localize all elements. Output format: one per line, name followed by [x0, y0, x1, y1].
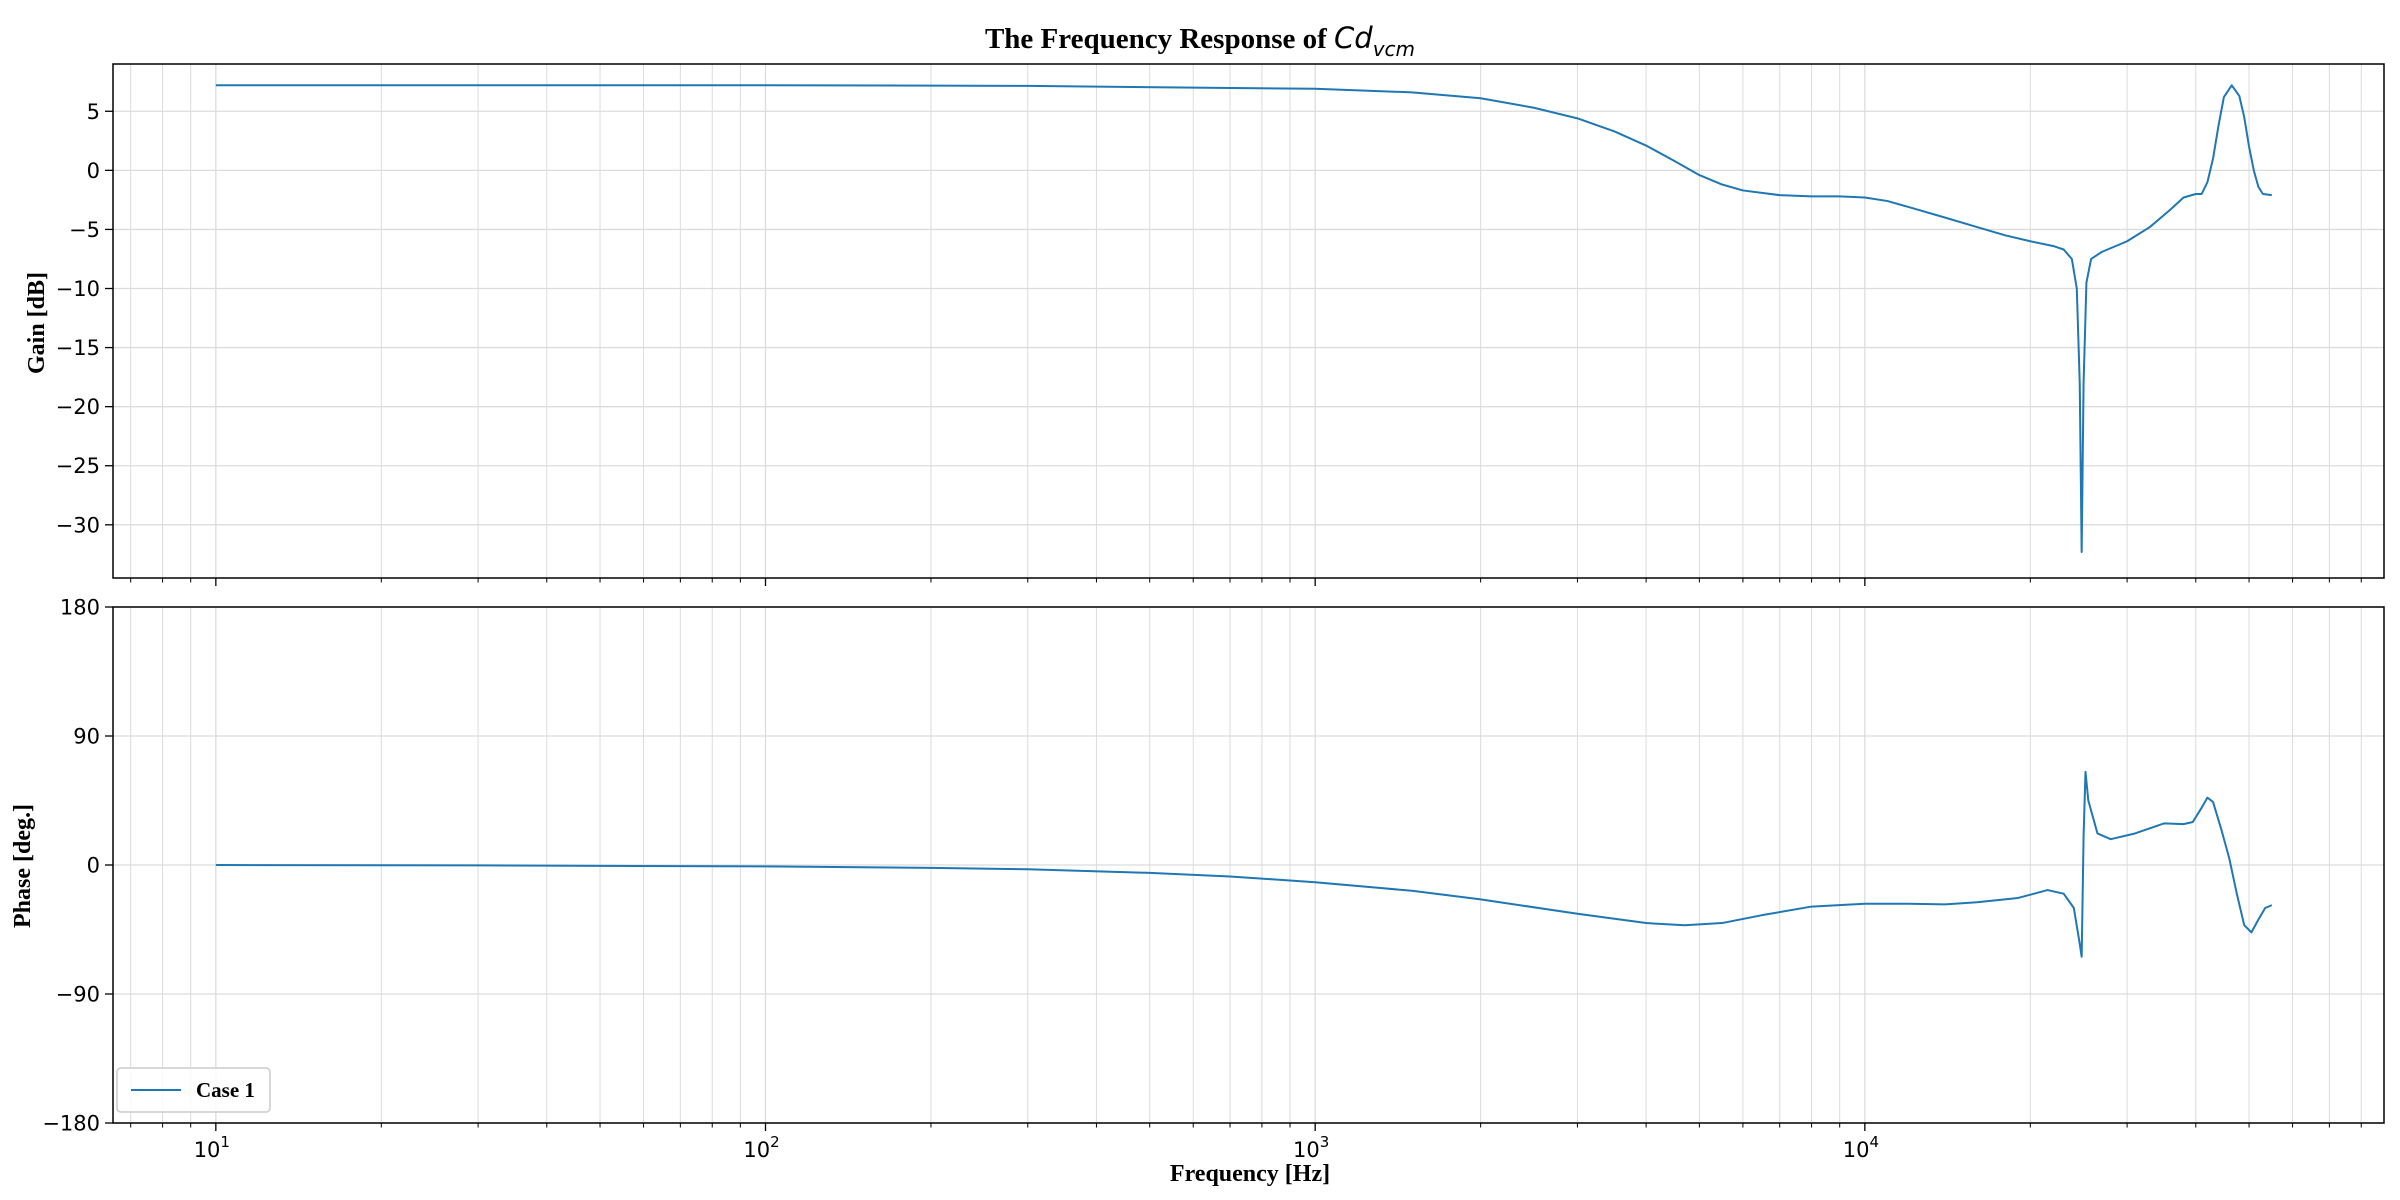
x-tick-mantissa: 10: [743, 1138, 770, 1162]
gain-plot: 5 0 −5 −10 −15 −20 −25 −30: [56, 63, 2385, 586]
title-prefix: The Frequency Response of: [985, 23, 1334, 55]
series-line-case-1: [215, 770, 2273, 958]
figure-title: The Frequency Response of Cdvcm: [985, 21, 1415, 61]
x-tick-mantissa: 10: [1293, 1138, 1320, 1162]
x-tick-label: 103: [1293, 1133, 1329, 1162]
legend-label: Case 1: [196, 1078, 255, 1102]
x-tick-exponent: 4: [1869, 1133, 1879, 1151]
legend-frame: [116, 1067, 271, 1113]
x-tick-label: 104: [1843, 1133, 1879, 1162]
y-tick-label: 5: [87, 100, 100, 124]
axes-frame: [112, 63, 2385, 579]
y-tick-label: −10: [56, 277, 100, 301]
y-tick-label: −15: [56, 336, 100, 360]
title-math-subscript: vcm: [1373, 37, 1415, 61]
x-tick-mantissa: 10: [1843, 1138, 1870, 1162]
y-tick-label: −25: [56, 454, 100, 478]
y-tick-label: 0: [87, 854, 100, 878]
x-tick-exponent: 2: [770, 1133, 780, 1151]
x-tick-label: 101: [194, 1133, 230, 1162]
phase-y-axis-label: Phase [deg.]: [10, 804, 36, 928]
y-tick-label: −20: [56, 395, 100, 419]
x-tick-label: 102: [743, 1133, 779, 1162]
x-axis-label: Frequency [Hz]: [1170, 1161, 1330, 1187]
gain-y-axis-label: Gain [dB]: [24, 272, 50, 374]
y-tick-label: −5: [69, 218, 100, 242]
y-tick-label: 0: [87, 159, 100, 183]
x-tick-exponent: 1: [220, 1133, 230, 1151]
x-tick-mantissa: 10: [194, 1138, 221, 1162]
y-tick-label: −90: [56, 983, 100, 1007]
y-tick-label: 180: [60, 596, 100, 620]
x-tick-exponent: 3: [1320, 1133, 1330, 1151]
series-line-case-1: [215, 84, 2272, 553]
legend: Case 1: [116, 1067, 271, 1113]
y-tick-label: −180: [42, 1112, 100, 1136]
title-math-base: Cd: [1334, 21, 1373, 55]
y-tick-label: −30: [56, 513, 100, 537]
y-tick-label: 90: [73, 725, 100, 749]
